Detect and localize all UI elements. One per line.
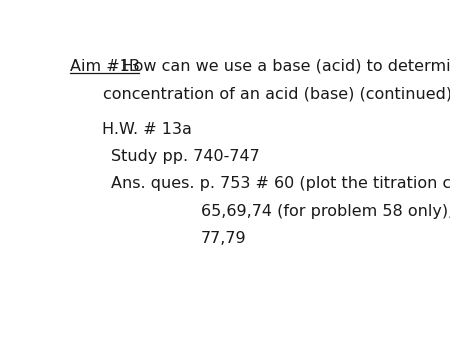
Text: H.W. # 13a: H.W. # 13a	[102, 122, 191, 137]
Text: : How can we use a base (acid) to determine the: : How can we use a base (acid) to determ…	[69, 59, 450, 74]
Text: concentration of an acid (base) (continued)?: concentration of an acid (base) (continu…	[104, 86, 450, 101]
Text: Study pp. 740-747: Study pp. 740-747	[111, 149, 260, 164]
Text: Ans. ques. p. 753 # 60 (plot the titration curve),: Ans. ques. p. 753 # 60 (plot the titrati…	[111, 176, 450, 191]
Text: 65,69,74 (for problem 58 only),: 65,69,74 (for problem 58 only),	[201, 203, 450, 219]
Text: Aim #13: Aim #13	[69, 59, 140, 74]
Text: 77,79: 77,79	[201, 231, 247, 246]
